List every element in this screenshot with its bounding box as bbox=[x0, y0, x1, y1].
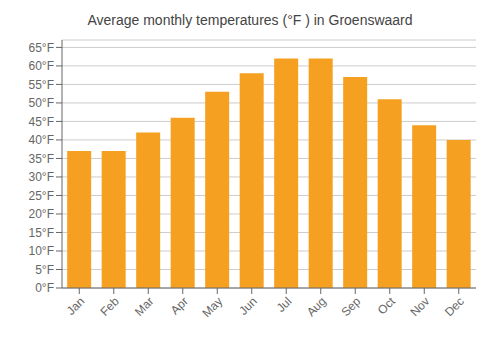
svg-text:0°F: 0°F bbox=[35, 281, 54, 295]
svg-text:45°F: 45°F bbox=[29, 115, 54, 129]
svg-text:Mar: Mar bbox=[132, 294, 157, 319]
svg-text:25°F: 25°F bbox=[29, 189, 54, 203]
svg-text:Oct: Oct bbox=[375, 294, 399, 318]
svg-text:Sep: Sep bbox=[338, 294, 363, 319]
svg-text:Aug: Aug bbox=[304, 294, 329, 319]
svg-text:Nov: Nov bbox=[407, 294, 432, 319]
svg-text:5°F: 5°F bbox=[35, 263, 54, 277]
svg-text:Feb: Feb bbox=[97, 294, 122, 319]
svg-text:30°F: 30°F bbox=[29, 170, 54, 184]
svg-text:60°F: 60°F bbox=[29, 59, 54, 73]
svg-text:10°F: 10°F bbox=[29, 244, 54, 258]
svg-text:Dec: Dec bbox=[442, 294, 467, 319]
svg-text:50°F: 50°F bbox=[29, 96, 54, 110]
svg-text:20°F: 20°F bbox=[29, 207, 54, 221]
html-text:Average monthly temperatures (: Average monthly temperatures (°F ) in Gr… bbox=[87, 12, 413, 28]
svg-text:15°F: 15°F bbox=[29, 226, 54, 240]
svg-text:Jun: Jun bbox=[236, 294, 260, 318]
svg-text:Jan: Jan bbox=[64, 294, 88, 318]
svg-text:May: May bbox=[199, 294, 225, 320]
svg-text:35°F: 35°F bbox=[29, 152, 54, 166]
svg-text:40°F: 40°F bbox=[29, 133, 54, 147]
svg-text:Apr: Apr bbox=[168, 294, 191, 317]
svg-text:55°F: 55°F bbox=[29, 78, 54, 92]
svg-text:Jul: Jul bbox=[274, 294, 295, 315]
svg-text:65°F: 65°F bbox=[29, 41, 54, 55]
